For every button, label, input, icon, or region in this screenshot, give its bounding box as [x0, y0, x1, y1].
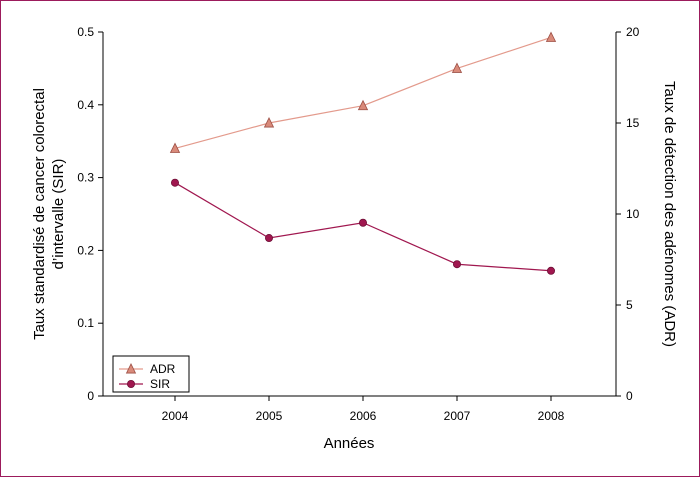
left-axis-title-line-1: Taux standardisé de cancer colorectal [31, 88, 48, 340]
left-tick-label: 0.2 [77, 243, 94, 257]
adr-point [545, 31, 557, 42]
x-tick-label: 2008 [538, 409, 565, 423]
x-axis-title: Années [324, 435, 375, 452]
x-tick-label: 2004 [162, 409, 189, 423]
adr-series-line [174, 36, 552, 150]
left-axis-title-line-2: d’intervalle (SIR) [50, 159, 67, 270]
adr-point [451, 62, 463, 73]
left-tick-label: 0.1 [77, 316, 94, 330]
right-tick-label: 5 [626, 298, 633, 312]
right-tick-label: 15 [626, 116, 640, 130]
right-tick-label: 10 [626, 207, 640, 221]
adr-point [263, 117, 275, 128]
sir-point [358, 218, 367, 227]
x-tick-label: 2007 [444, 409, 471, 423]
sir-point [547, 266, 556, 275]
sir-point [170, 178, 179, 187]
legend-sir-label: SIR [150, 377, 170, 391]
right-axis-ticks: 0 5 10 15 20 [616, 25, 640, 403]
left-tick-label: 0.5 [77, 25, 94, 39]
legend-box [112, 355, 190, 393]
right-tick-label: 20 [626, 25, 640, 39]
right-axis-title: Taux de détection des adénomes (ADR) [661, 81, 678, 347]
sir-point [452, 260, 461, 269]
legend-adr-marker [125, 363, 137, 374]
series-lines [174, 36, 552, 272]
adr-point [169, 142, 181, 153]
sir-point [264, 234, 273, 243]
left-tick-label: 0 [87, 389, 94, 403]
series-markers [169, 31, 557, 275]
left-tick-label: 0.4 [77, 98, 94, 112]
x-tick-label: 2006 [350, 409, 377, 423]
left-axis-ticks: 0 0.1 0.2 0.3 0.4 0.5 [77, 25, 103, 403]
x-tick-label: 2005 [256, 409, 283, 423]
right-tick-label: 0 [626, 389, 633, 403]
sir-series-line [174, 182, 552, 272]
axes [102, 32, 617, 397]
x-axis-ticks: 2004 2005 2006 2007 2008 [162, 396, 565, 423]
left-tick-label: 0.3 [77, 171, 94, 185]
adr-point [357, 99, 369, 111]
legend-sir-marker [127, 379, 136, 388]
legend-adr-label: ADR [150, 362, 176, 376]
